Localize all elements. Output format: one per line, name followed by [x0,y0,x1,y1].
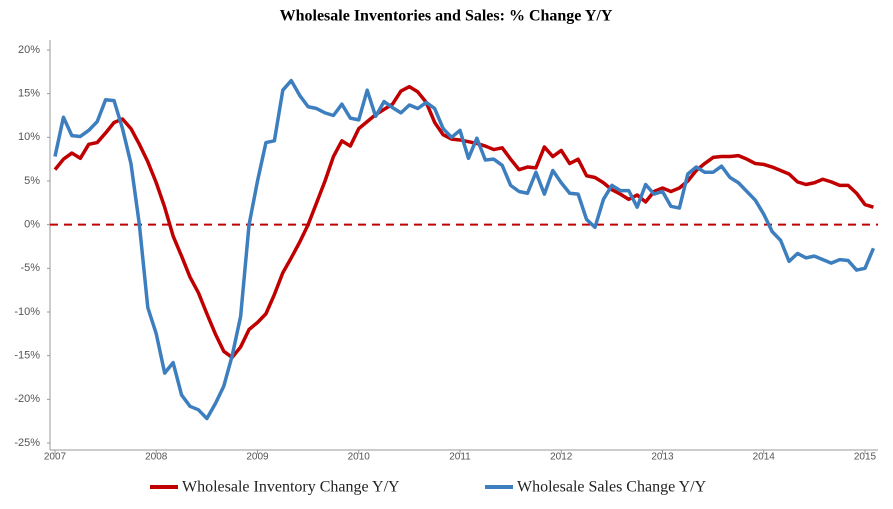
x-tick-label: 2007 [44,452,67,463]
legend-label: Wholesale Sales Change Y/Y [517,479,707,496]
x-tick-label: 2012 [550,452,573,463]
y-tick-label: -10% [14,306,40,318]
x-tick-label: 2011 [449,452,471,463]
x-tick-label: 2014 [753,452,776,463]
y-tick-label: 15% [18,88,40,100]
x-tick-label: 2009 [246,452,269,463]
y-tick-label: -15% [14,350,40,362]
y-tick-label: -20% [14,393,40,405]
y-tick-label: 5% [24,175,40,187]
y-tick-label: -5% [20,262,40,274]
legend-label: Wholesale Inventory Change Y/Y [182,479,400,496]
x-tick-label: 2013 [651,452,674,463]
series-line [53,78,876,421]
y-tick-label: -25% [14,437,40,449]
series-line [53,84,874,360]
x-tick-label: 2015 [854,452,877,463]
y-tick-label: 20% [18,44,40,56]
x-tick-label: 2008 [145,452,168,463]
chart-title: Wholesale Inventories and Sales: % Chang… [280,8,613,25]
x-tick-label: 2010 [348,452,371,463]
y-tick-label: 0% [24,219,40,231]
y-tick-label: 10% [18,131,40,143]
